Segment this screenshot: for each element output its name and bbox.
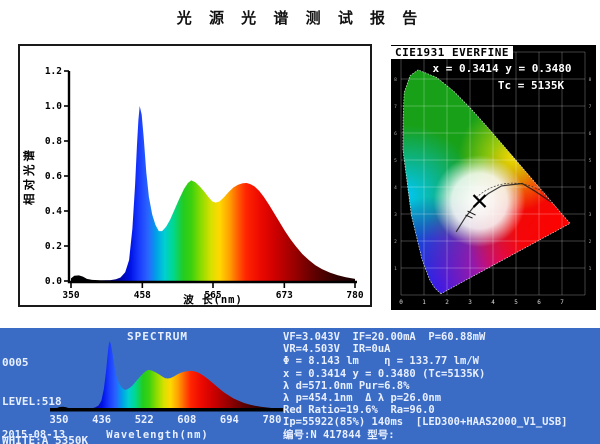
measurement-date: 2015-08-13	[2, 429, 66, 441]
daylight-locus	[476, 182, 550, 198]
x-axis-label: 波 长(nm)	[183, 293, 243, 305]
cie-x-tick-label: 2	[445, 299, 449, 306]
x-tick-label: 780	[262, 414, 282, 426]
reading-line: λ d=571.0nm Pur=6.8%	[283, 379, 410, 392]
y-tick-label: 0.6	[45, 171, 62, 182]
cie-grid	[400, 51, 586, 296]
cie-y-tick-label: 3	[589, 212, 592, 218]
chart-axes: 350 458 565 673 780 0.0 0.2 0.4 0.6 0.8 1.0 1.2 相对光谱…	[22, 66, 364, 305]
cie-y-tick-label: 7	[394, 104, 397, 110]
mini-spectrum-area	[57, 341, 274, 409]
x-tick-label: 436	[92, 414, 112, 426]
reading-line: Φ = 8.143 lm η = 133.77 lm/W	[283, 355, 479, 368]
y-tick-label: 0.8	[45, 136, 62, 147]
cie-y-tick-label: 6	[394, 131, 397, 137]
cie-x-tick-label: 5	[514, 299, 518, 306]
cie-tc-readout: Tc = 5135K	[497, 79, 565, 92]
spectrum-chart-panel: 350 458 565 673 780 0.0 0.2 0.4 0.6 0.8 1.0 1.2 相对光谱…	[18, 44, 372, 307]
cie-y-tick-label: 8	[589, 77, 592, 83]
x-tick-label: 458	[134, 290, 151, 301]
measurement-point-marker	[465, 194, 487, 219]
reading-line: VF=3.043V IF=20.00mA P=60.88mW	[283, 331, 486, 343]
cie-x-tick-label: 7	[560, 299, 564, 306]
cie-axis-ticks: 0 1 2 3 4 5 6 7 1 1 2 2 3 3 4 4 5 5 6 6 7 7 8 8	[394, 77, 592, 306]
x-tick-label: 673	[276, 290, 293, 301]
cie-y-tick-label: 8	[394, 77, 397, 83]
wavelength-axis-label: Wavelength(nm)	[106, 429, 209, 441]
mini-spectrum-title: SPECTRUM	[127, 330, 188, 343]
cie-y-tick-label: 2	[394, 239, 397, 245]
mini-chart-baseline	[50, 408, 283, 412]
y-axis-label: 相对光谱	[22, 147, 36, 205]
cie-x-tick-label: 3	[468, 299, 472, 306]
cie-x-tick-label: 0	[399, 299, 403, 306]
cie-y-tick-label: 1	[394, 266, 397, 272]
reading-line: x = 0.3414 y = 0.3480 (Tc=5135K)	[283, 367, 486, 380]
cie-xy-readout: x = 0.3414 y = 0.3480	[432, 62, 572, 75]
x-tick-label: 522	[134, 414, 154, 426]
y-tick-label: 1.2	[45, 66, 62, 77]
x-tick-label: 694	[219, 414, 239, 426]
spectrum-chart: 350 458 565 673 780 0.0 0.2 0.4 0.6 0.8 1.0 1.2 相对光谱…	[22, 66, 364, 305]
spectral-locus-outline	[402, 69, 571, 295]
cie-y-tick-label: 3	[394, 212, 397, 218]
y-tick-label: 0.2	[45, 241, 62, 252]
cie-y-tick-label: 7	[589, 104, 592, 110]
mini-spectrum-chart	[50, 341, 283, 412]
measurement-readings: VF=3.043V IF=20.00mA P=60.88mW VR=4.503V…	[283, 331, 567, 441]
cie-y-tick-label: 6	[589, 131, 592, 137]
reading-line: VR=4.503V IR=0uA	[283, 343, 391, 356]
y-tick-label: 1.0	[45, 101, 62, 112]
white-preset-readout: WHITE:A_5350K	[2, 434, 89, 444]
cie-y-tick-label: 1	[589, 266, 592, 272]
measurement-panel: 0005 LEVEL:518 WHITE:A_5350K SPECTRUM 35…	[0, 328, 600, 444]
cie-y-tick-label: 2	[589, 239, 592, 245]
spectrum-area	[71, 106, 355, 281]
mini-chart-x-ticks: 350 436 522 608 694 780	[42, 414, 289, 426]
cie-y-tick-label: 5	[394, 158, 397, 164]
x-tick-label: 350	[62, 290, 79, 301]
y-tick-label: 0.4	[45, 206, 62, 217]
reading-line: Ip=55922(85%) 140ms [LED300+HAAS2000_V1_…	[283, 416, 568, 429]
planckian-locus	[455, 182, 552, 233]
reading-line: 编号:N 417844 型号:	[283, 428, 395, 441]
x-tick-label: 565	[204, 290, 221, 301]
x-tick-label: 350	[49, 414, 69, 426]
cie-x-tick-label: 6	[537, 299, 541, 306]
cie-x-tick-label: 4	[491, 299, 495, 306]
cie-y-tick-label: 5	[589, 158, 592, 164]
cie-y-tick-label: 4	[589, 185, 592, 191]
cie-x-tick-label: 1	[422, 299, 426, 306]
sample-id: 0005	[2, 356, 29, 369]
page-title: 光 源 光 谱 测 试 报 告	[176, 9, 424, 27]
level-readout: LEVEL:518	[2, 395, 62, 408]
cie-y-tick-label: 4	[394, 185, 397, 191]
cie-diagram-panel: 0 1 2 3 4 5 6 7 1 1 2 2 3 3 4 4 5 5 6 6 7 7 8 8 CIE1931 EVERFIN…	[391, 45, 596, 310]
x-tick-label: 608	[177, 414, 197, 426]
reading-line: Red Ratio=19.6% Ra=96.0	[283, 404, 435, 417]
cie-title: CIE1931 EVERFINE	[391, 46, 513, 59]
reading-line: λ p=454.1nm Δ λ p=26.0nm	[283, 392, 442, 405]
cie-chromaticity-diagram: 0 1 2 3 4 5 6 7 1 1 2 2 3 3 4 4 5 5 6 6 7 7 8 8	[391, 45, 596, 310]
x-tick-label: 780	[346, 290, 363, 301]
y-tick-label: 0.0	[45, 276, 62, 287]
